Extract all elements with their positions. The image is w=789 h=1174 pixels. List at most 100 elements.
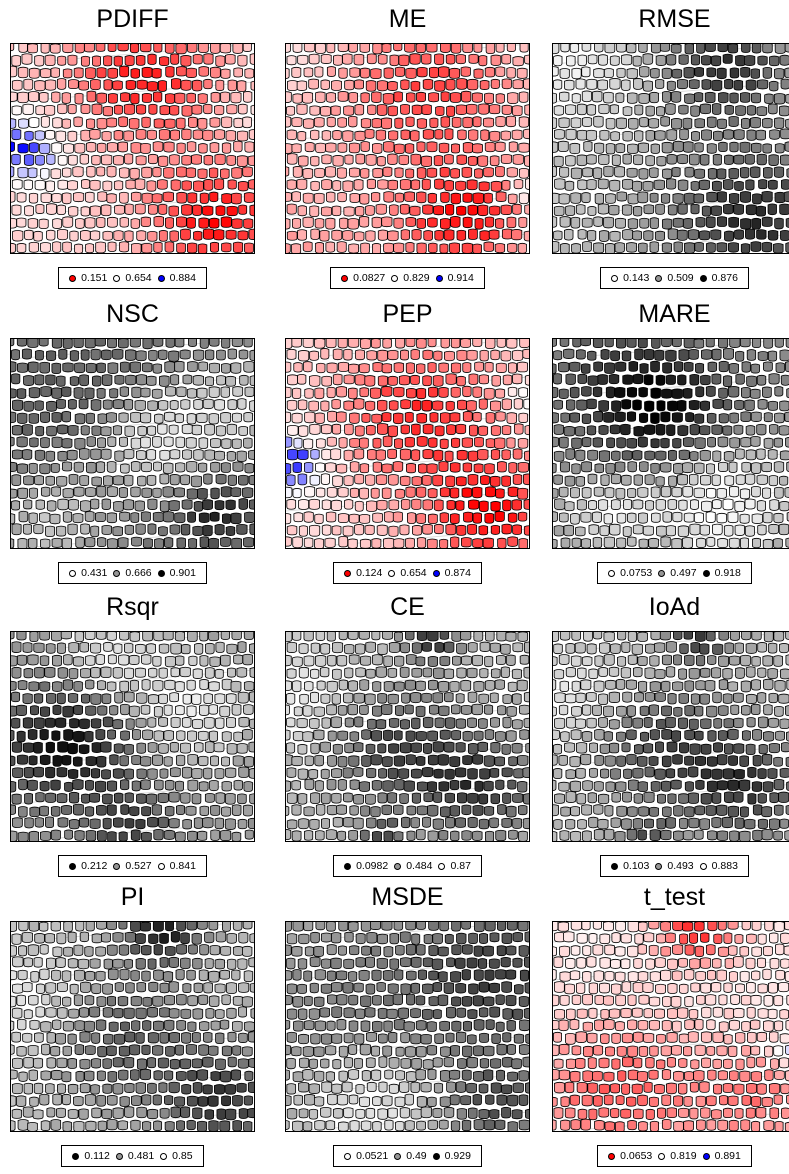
som-node: [302, 339, 314, 348]
som-node: [308, 78, 319, 90]
som-node: [682, 218, 693, 229]
som-node: [157, 155, 169, 167]
som-node: [119, 968, 130, 981]
som-node: [286, 1044, 292, 1056]
som-node: [164, 118, 176, 129]
som-node: [33, 230, 43, 242]
som-node: [783, 945, 789, 956]
som-node: [621, 350, 632, 362]
som-node: [513, 1033, 525, 1044]
som-node: [203, 982, 213, 994]
som-node: [354, 524, 365, 536]
som-node: [147, 768, 158, 780]
som-node: [297, 373, 307, 385]
som-node: [365, 1057, 376, 1069]
som-node: [677, 717, 688, 730]
som-node: [683, 141, 694, 153]
som-node: [594, 655, 604, 667]
som-node: [202, 205, 214, 216]
som-node: [197, 487, 208, 500]
som-node: [292, 461, 302, 473]
som-node: [763, 437, 774, 449]
som-node: [564, 983, 575, 995]
som-node: [432, 818, 444, 830]
som-node: [164, 241, 175, 253]
som-node: [286, 436, 293, 448]
som-node: [581, 413, 592, 425]
som-node: [593, 216, 603, 227]
som-node: [637, 1094, 648, 1107]
som-node: [694, 413, 705, 424]
som-node: [39, 968, 50, 981]
som-node: [358, 632, 370, 640]
som-node: [489, 155, 500, 167]
som-node: [286, 1031, 297, 1043]
som-node: [740, 537, 749, 548]
som-node: [626, 1096, 637, 1107]
som-node: [320, 348, 330, 360]
som-node: [643, 743, 654, 754]
som-node: [185, 67, 197, 78]
som-node: [666, 54, 677, 66]
som-node: [359, 487, 369, 500]
som-node: [96, 387, 106, 399]
som-node: [729, 437, 741, 449]
som-node: [219, 969, 230, 980]
som-node: [164, 1121, 175, 1131]
som-node: [120, 703, 130, 716]
som-node: [35, 154, 45, 166]
panel-title: MARE: [638, 300, 711, 328]
som-node: [427, 679, 438, 691]
legend-label: 0.874: [444, 567, 471, 579]
som-node: [478, 1007, 489, 1018]
som-node: [560, 1096, 570, 1108]
som-node: [693, 512, 704, 524]
som-node: [516, 67, 528, 79]
legend-swatch: [702, 1152, 710, 1160]
som-node: [511, 1109, 523, 1120]
som-node: [445, 816, 455, 829]
som-node: [740, 437, 752, 448]
som-node: [387, 1107, 398, 1119]
som-node: [135, 155, 147, 166]
som-node: [440, 44, 451, 53]
som-node: [761, 828, 773, 841]
som-node: [559, 461, 571, 473]
som-node: [479, 349, 489, 362]
som-node: [404, 436, 415, 448]
som-node: [741, 44, 751, 53]
som-node: [633, 426, 645, 437]
som-node: [517, 754, 529, 766]
som-node: [682, 462, 694, 474]
som-node: [107, 216, 118, 228]
som-node: [661, 1119, 672, 1130]
som-node: [420, 1082, 432, 1093]
som-node: [395, 1046, 405, 1057]
som-node: [40, 68, 52, 79]
som-node: [209, 241, 220, 253]
som-node: [439, 729, 451, 740]
som-node: [400, 1032, 410, 1044]
som-node: [728, 115, 739, 128]
som-node: [215, 79, 225, 91]
som-node: [474, 436, 484, 448]
som-node: [314, 1120, 326, 1131]
som-node: [202, 1056, 214, 1068]
som-node: [325, 339, 337, 349]
som-node: [52, 681, 63, 692]
som-node: [472, 830, 483, 841]
som-node: [354, 425, 365, 437]
som-node: [352, 817, 364, 830]
som-node: [785, 1019, 789, 1031]
som-node: [11, 666, 22, 679]
som-node: [393, 804, 404, 816]
som-node: [506, 67, 516, 79]
som-node: [757, 1008, 769, 1019]
legend-swatch: [702, 569, 710, 577]
som-node: [656, 525, 668, 537]
som-node: [112, 399, 124, 410]
legend-item: 0.481: [115, 1149, 154, 1163]
som-node: [365, 474, 376, 486]
som-node: [314, 44, 326, 54]
som-node: [91, 154, 101, 166]
